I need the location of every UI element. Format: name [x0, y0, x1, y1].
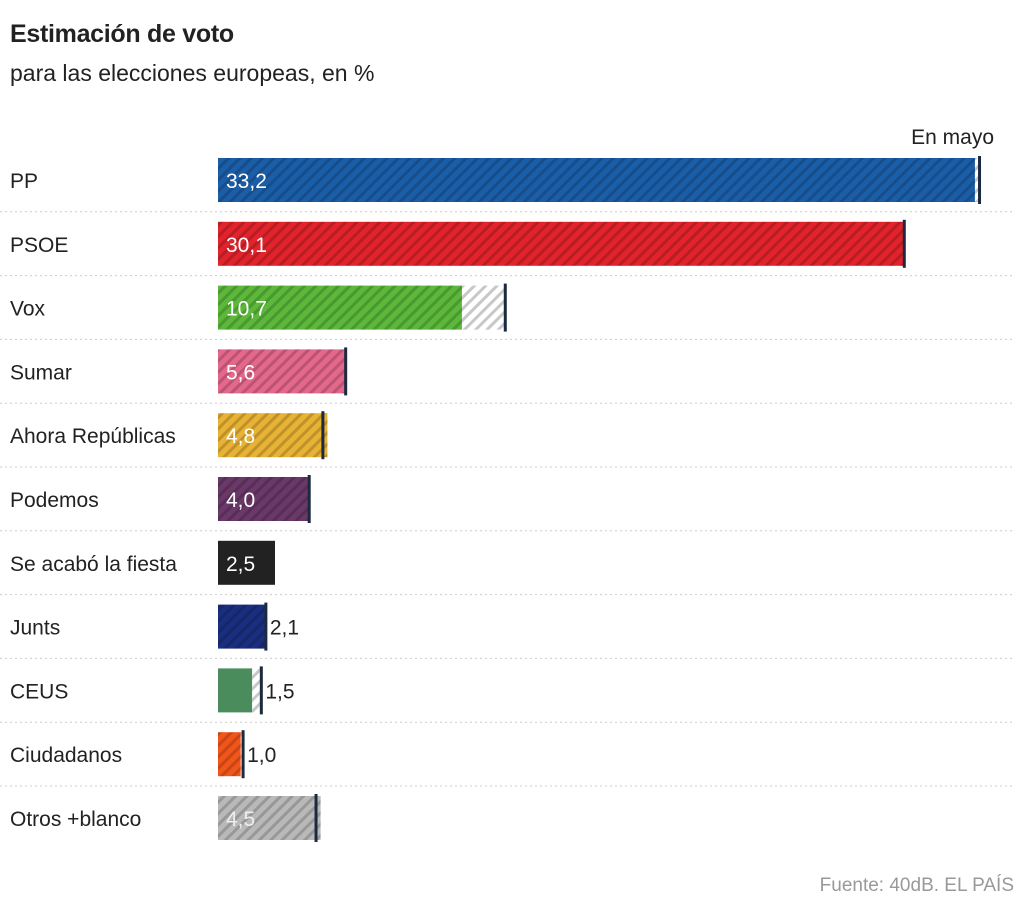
- may-marker: [264, 602, 268, 651]
- bar: [218, 158, 975, 202]
- category-label: Se acabó la fiesta: [10, 553, 177, 576]
- value-label: 1,0: [247, 744, 276, 767]
- category-label: CEUS: [10, 680, 68, 703]
- value-label: 2,5: [226, 553, 255, 576]
- bar: [218, 540, 275, 585]
- may-marker: [344, 347, 348, 396]
- value-label: 1,5: [265, 680, 294, 703]
- may-marker: [503, 283, 507, 332]
- category-label: Junts: [10, 617, 60, 640]
- category-label: Podemos: [10, 489, 99, 512]
- category-label: PP: [10, 170, 38, 193]
- value-label: 33,2: [226, 170, 267, 193]
- bar: [218, 285, 462, 330]
- may-marker: [321, 411, 325, 460]
- value-label: 5,6: [226, 361, 255, 384]
- bar: [218, 413, 328, 458]
- chart-title: Estimación de voto: [10, 20, 234, 48]
- bar-decrease-segment: [252, 668, 262, 713]
- category-label: Vox: [10, 298, 46, 321]
- bar-decrease-segment: [461, 285, 506, 330]
- bar: [218, 732, 241, 777]
- value-label: 4,5: [226, 808, 255, 831]
- may-marker: [314, 794, 318, 842]
- category-label: Otros +blanco: [10, 808, 141, 831]
- bar: [218, 796, 321, 840]
- bar: [218, 221, 905, 266]
- value-label: 2,1: [270, 617, 299, 640]
- source-note: Fuente: 40dB. EL PAÍS: [819, 875, 1014, 896]
- category-label: PSOE: [10, 234, 68, 257]
- bar: [218, 668, 253, 713]
- may-marker: [307, 475, 311, 523]
- value-label: 4,0: [226, 489, 255, 512]
- bar: [218, 604, 266, 649]
- category-label: Ahora Repúblicas: [10, 425, 176, 448]
- value-label: 10,7: [226, 298, 267, 321]
- marker-legend-label: En mayo: [911, 126, 994, 149]
- may-marker: [902, 219, 906, 268]
- chart-subtitle: para las elecciones europeas, en %: [10, 60, 375, 86]
- value-label: 30,1: [226, 234, 267, 257]
- bar: [218, 477, 310, 521]
- may-marker: [241, 730, 245, 779]
- bar: [218, 349, 346, 394]
- bar-decrease-segment: [974, 158, 980, 202]
- value-label: 4,8: [226, 425, 255, 448]
- category-label: Ciudadanos: [10, 744, 122, 767]
- category-label: Sumar: [10, 361, 72, 384]
- may-marker: [259, 666, 263, 715]
- may-marker: [978, 156, 982, 204]
